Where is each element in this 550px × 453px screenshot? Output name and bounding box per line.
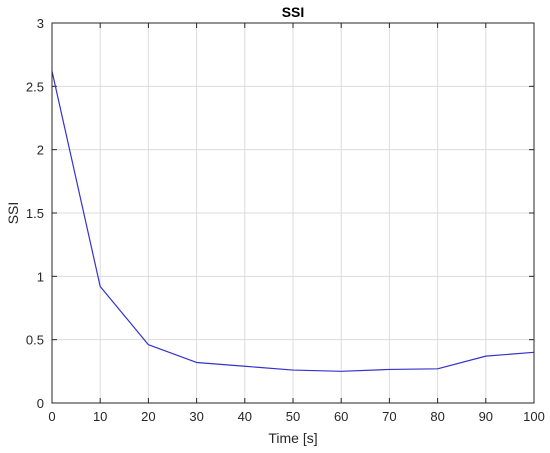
y-tick-label: 2.5 [26,79,44,94]
x-tick-label: 80 [430,409,444,424]
series-line [51,70,535,372]
x-tick-label: 20 [141,409,155,424]
plot-frame [51,22,535,404]
y-axis-label: SSI [5,202,21,225]
x-tick-label: 90 [479,409,493,424]
y-tick-label: 3 [37,16,44,31]
series-group [51,70,535,372]
y-tick-label: 2 [37,143,44,158]
x-axis-label: Time [s] [268,430,317,446]
x-tick-label: 100 [523,409,545,424]
x-tick-label: 40 [238,409,252,424]
y-tick-label: 0 [37,396,44,411]
x-tick-label: 10 [93,409,107,424]
tick-labels: 0 10 20 30 40 50 60 70 80 90 100 0 0.5 1 1.5 2 2.5 3 [26,16,545,424]
x-tick-label: 0 [48,409,55,424]
x-tick-label: 30 [189,409,203,424]
x-tick-label: 70 [382,409,396,424]
x-tick-label: 50 [286,409,300,424]
grid-lines [52,23,534,403]
y-tick-label: 0.5 [26,333,44,348]
x-tick-label: 60 [334,409,348,424]
y-tick-label: 1 [37,269,44,284]
y-tick-label: 1.5 [26,206,44,221]
chart-title: SSI [282,4,305,20]
